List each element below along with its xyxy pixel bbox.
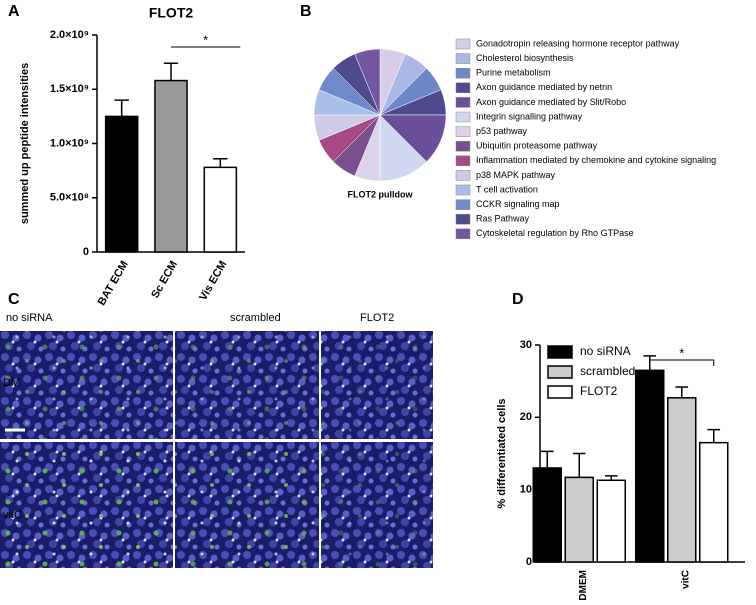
legend-label: Integrin signalling pathway [476,111,583,121]
error-bar [114,99,129,117]
legend-swatch [455,38,471,50]
bar [104,115,139,253]
y-tick-label: 1.0×10⁹ [50,137,89,149]
legend-swatch [455,53,471,64]
column-label: no siRNA [6,312,53,324]
row-label: DM [3,377,20,389]
error-bar [572,452,586,478]
legend-label: Ubiquitin proteasome pathway [476,141,598,151]
panel-label: A [8,3,20,20]
legend-swatch [547,385,573,399]
legend-swatch [455,228,471,240]
significance: * [203,32,208,47]
bar [699,441,729,563]
panel-label: C [8,291,20,308]
legend-label: p38 MAPK pathway [476,170,556,180]
y-axis-label: summed up peptide intensities [19,63,31,224]
bar [564,476,594,563]
y-tick-label: 20 [520,411,532,423]
bar [635,369,665,563]
y-tick-label: 30 [520,339,532,351]
legend-label: Cholesterol biosynthesis [476,53,574,63]
error-bar [675,386,689,398]
legend-swatch [455,213,471,225]
legend-label: no siRNA [580,344,631,358]
panel-label: D [512,291,524,308]
legend-label: CCKR signaling map [476,199,560,209]
legend-label: Cytoskeletal regulation by Rho GTPase [476,228,634,238]
legend-label: Gonadotropin releasing hormone receptor … [476,38,680,48]
x-tick-label: Vis ECM [197,259,229,303]
legend-swatch [547,345,573,359]
error-bar [707,428,721,443]
y-tick-label: 0 [526,556,532,568]
legend-label: p53 pathway [476,126,528,136]
legend-swatch [455,82,471,94]
error-bar [163,62,179,81]
row-label: vitC [3,509,22,521]
legend-swatch [455,184,471,196]
legend-swatch [455,155,471,167]
y-tick-label: 1.5×10⁹ [50,83,89,95]
y-axis-label: % differentiated cells [496,398,508,508]
x-tick-label: BAT ECM [96,259,131,308]
y-tick-label: 5.0×10⁸ [50,192,89,204]
chart-title: FLOT2 [149,5,194,21]
x-tick-label: Sc ECM [149,259,180,300]
panel-label: B [300,3,312,20]
legend-swatch [547,365,573,379]
legend-label: Axon guidance mediated by netrin [476,82,612,92]
legend-swatch [455,67,471,79]
legend-label: scrambled [580,364,635,378]
y-tick-label: 10 [520,484,532,496]
legend-label: Ras Pathway [476,214,530,224]
pie-label: FLOT2 pulldow [348,189,414,199]
legend-swatch [455,111,471,123]
bar [203,166,238,253]
legend-swatch [455,126,471,137]
pie-slice [354,48,381,116]
legend-label: Inflammation mediated by chemokine and c… [476,155,716,165]
legend-label: Axon guidance mediated by Slit/Robo [476,97,626,107]
legend-swatch [455,140,471,152]
column-label: scrambled [230,312,281,324]
error-bar [540,450,554,468]
legend-label: Purine metabolism [476,68,551,78]
bar [667,397,697,563]
significance-bracket [649,359,715,366]
x-tick-label: vitC [680,570,691,589]
significance: * [679,345,684,360]
bar [532,467,562,563]
y-tick-label: 0 [83,246,89,258]
bar [596,479,626,563]
y-tick-label: 2.0×10⁹ [50,29,89,41]
error-bar [213,157,228,168]
legend-swatch [455,97,471,108]
legend-label: FLOT2 [580,384,618,398]
x-tick-label: DMEM [578,570,589,601]
error-bar [604,475,618,481]
column-label: FLOT2 [360,312,394,324]
legend-label: T cell activation [476,184,538,194]
legend-swatch [455,170,471,181]
micrographs [0,331,433,568]
legend-swatch [455,199,471,210]
bar [154,79,188,253]
